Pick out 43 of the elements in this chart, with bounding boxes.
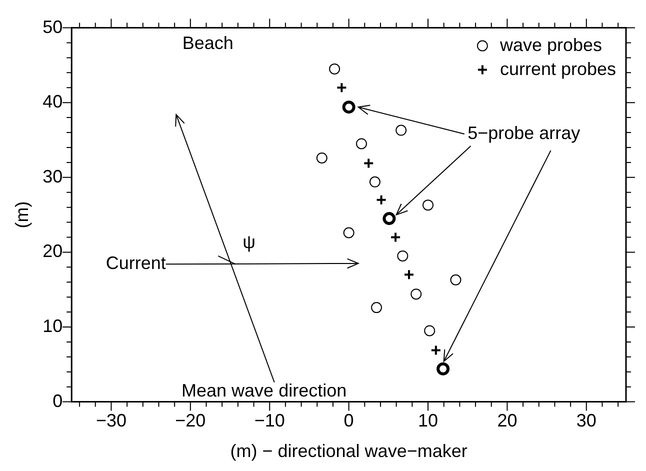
annotation: Beach (182, 33, 234, 54)
legend-label: current probes (500, 58, 616, 79)
point (390, 232, 402, 243)
x-tick-label: −20 (175, 410, 206, 431)
annotation: 5−probe array (468, 122, 580, 143)
point (424, 325, 436, 336)
x-tick-label: 30 (576, 410, 596, 431)
point (376, 194, 387, 206)
y-tick-label: 10 (42, 316, 63, 336)
y-axis-title: (m) (12, 201, 32, 228)
point (436, 362, 450, 376)
point (316, 152, 328, 164)
y-tick-label: 50 (42, 16, 63, 37)
x-tick-label: −10 (254, 410, 285, 431)
point (382, 212, 396, 226)
point (369, 176, 380, 188)
x-axis-title: (m) − directional wave−maker (230, 441, 468, 462)
annotation: Current (106, 253, 166, 274)
point (356, 138, 367, 150)
point (422, 200, 434, 211)
point (342, 100, 356, 114)
point (336, 82, 348, 94)
legend-label: wave probes (498, 34, 602, 55)
x-tick-label: −30 (96, 410, 126, 431)
y-tick-label: 40 (42, 92, 63, 112)
point (363, 158, 374, 169)
y-tick-label: 20 (42, 241, 63, 262)
point (371, 302, 382, 314)
annotation: ψ (242, 232, 256, 252)
point (397, 250, 408, 262)
point (396, 124, 407, 136)
point (343, 227, 354, 238)
point (450, 274, 462, 286)
point (410, 288, 422, 300)
point (404, 269, 414, 280)
point (329, 63, 340, 74)
x-tick-label: 20 (497, 410, 518, 431)
point (430, 344, 442, 356)
y-tick-label: 30 (42, 166, 63, 186)
x-tick-label: 10 (418, 410, 438, 431)
x-tick-label: 0 (344, 410, 354, 431)
y-tick-label: 0 (52, 390, 63, 411)
annotation: Mean wave direction (182, 380, 347, 400)
